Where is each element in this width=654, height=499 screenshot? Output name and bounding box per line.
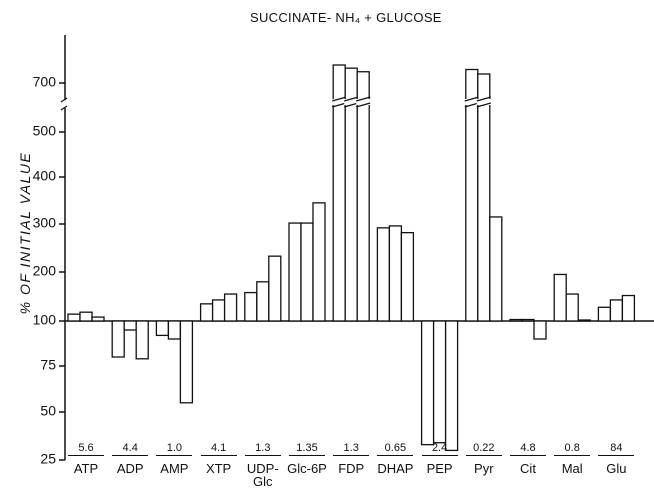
initial-value: 0.65 xyxy=(377,442,414,456)
bar-break-mark xyxy=(332,96,347,108)
bar xyxy=(199,303,214,322)
y-axis-label: % OF INITIAL VALUE xyxy=(17,151,33,315)
y-tick-label: 200 xyxy=(33,263,57,279)
y-tick-label: 50 xyxy=(40,403,56,419)
bar xyxy=(533,320,547,340)
y-tick-label: 75 xyxy=(40,357,56,373)
bar-break-mark xyxy=(464,96,479,108)
bar xyxy=(621,294,636,322)
x-tick-label: ATP xyxy=(73,461,99,476)
bar xyxy=(91,316,105,322)
x-tick-label: AMP xyxy=(160,461,189,476)
initial-value: 0.22 xyxy=(465,442,502,456)
bar xyxy=(79,311,93,322)
y-tick-label: 100 xyxy=(33,312,57,328)
bar xyxy=(477,73,491,322)
bar-break xyxy=(332,99,347,105)
bar xyxy=(123,320,137,331)
bar-break-mark xyxy=(344,96,359,108)
initial-value: 1.3 xyxy=(244,442,281,456)
x-tick-label: UDP-Glc xyxy=(246,461,279,489)
bar xyxy=(565,293,579,322)
bar xyxy=(509,318,523,322)
x-tick-label: PEP xyxy=(426,461,453,476)
x-tick-label: Glc-6P xyxy=(287,461,327,476)
bar-break xyxy=(356,99,371,105)
bar xyxy=(521,318,535,322)
bar xyxy=(167,320,182,340)
bar xyxy=(135,320,149,360)
bar xyxy=(489,216,503,322)
bar xyxy=(609,299,624,322)
bar xyxy=(111,320,125,358)
bar xyxy=(444,320,459,452)
bar xyxy=(577,319,591,322)
x-tick-label: Mal xyxy=(561,461,583,476)
x-tick-label: DHAP xyxy=(377,461,414,476)
y-tick-label: 400 xyxy=(33,168,57,184)
initial-value: 0.8 xyxy=(554,442,591,456)
initial-value: 4.4 xyxy=(112,442,149,456)
x-tick-label: FDP xyxy=(338,461,365,476)
chart-title: SUCCINATE- NH₄ + GLUCOSE xyxy=(250,10,442,25)
bar xyxy=(553,273,567,322)
bar xyxy=(376,227,391,322)
axis-break xyxy=(60,97,68,111)
x-tick-label: Glu xyxy=(606,461,627,476)
bar xyxy=(400,231,415,322)
bar xyxy=(268,255,282,322)
bar xyxy=(300,222,314,322)
x-tick-label: XTP xyxy=(205,461,232,476)
bar xyxy=(155,320,170,337)
y-tick-label: 300 xyxy=(33,215,57,231)
bar xyxy=(597,306,612,322)
y-tick-label: 500 xyxy=(33,123,57,139)
bar xyxy=(388,225,403,322)
x-tick-label: Pyr xyxy=(474,461,494,476)
bar xyxy=(244,291,258,322)
initial-value: 4.8 xyxy=(510,442,546,456)
initial-value: 4.1 xyxy=(200,442,237,456)
bar xyxy=(465,68,479,322)
bar xyxy=(211,299,226,322)
bar-break xyxy=(464,99,479,105)
bar xyxy=(179,320,194,404)
bar xyxy=(288,222,302,322)
bar xyxy=(312,202,326,322)
bar-break xyxy=(476,99,491,105)
initial-value: 1.0 xyxy=(156,442,193,456)
bar xyxy=(356,71,370,322)
bar xyxy=(432,320,447,444)
initial-value: 84 xyxy=(598,442,635,456)
bar xyxy=(256,281,270,322)
initial-value: 5.6 xyxy=(68,442,104,456)
bar xyxy=(420,320,435,446)
bar-break xyxy=(344,99,359,105)
bar xyxy=(67,313,81,322)
bar xyxy=(223,293,238,322)
bar-break-mark xyxy=(476,96,491,108)
initial-value: 1.3 xyxy=(333,442,370,456)
y-tick-label: 700 xyxy=(33,74,57,90)
initial-value: 2.4 xyxy=(421,442,458,456)
y-tick-label: 25 xyxy=(40,451,56,467)
x-tick-label: ADP xyxy=(116,461,144,476)
bar-break-mark xyxy=(356,96,371,108)
x-tick-label: Cit xyxy=(520,461,536,476)
initial-value: 1.35 xyxy=(289,442,325,456)
